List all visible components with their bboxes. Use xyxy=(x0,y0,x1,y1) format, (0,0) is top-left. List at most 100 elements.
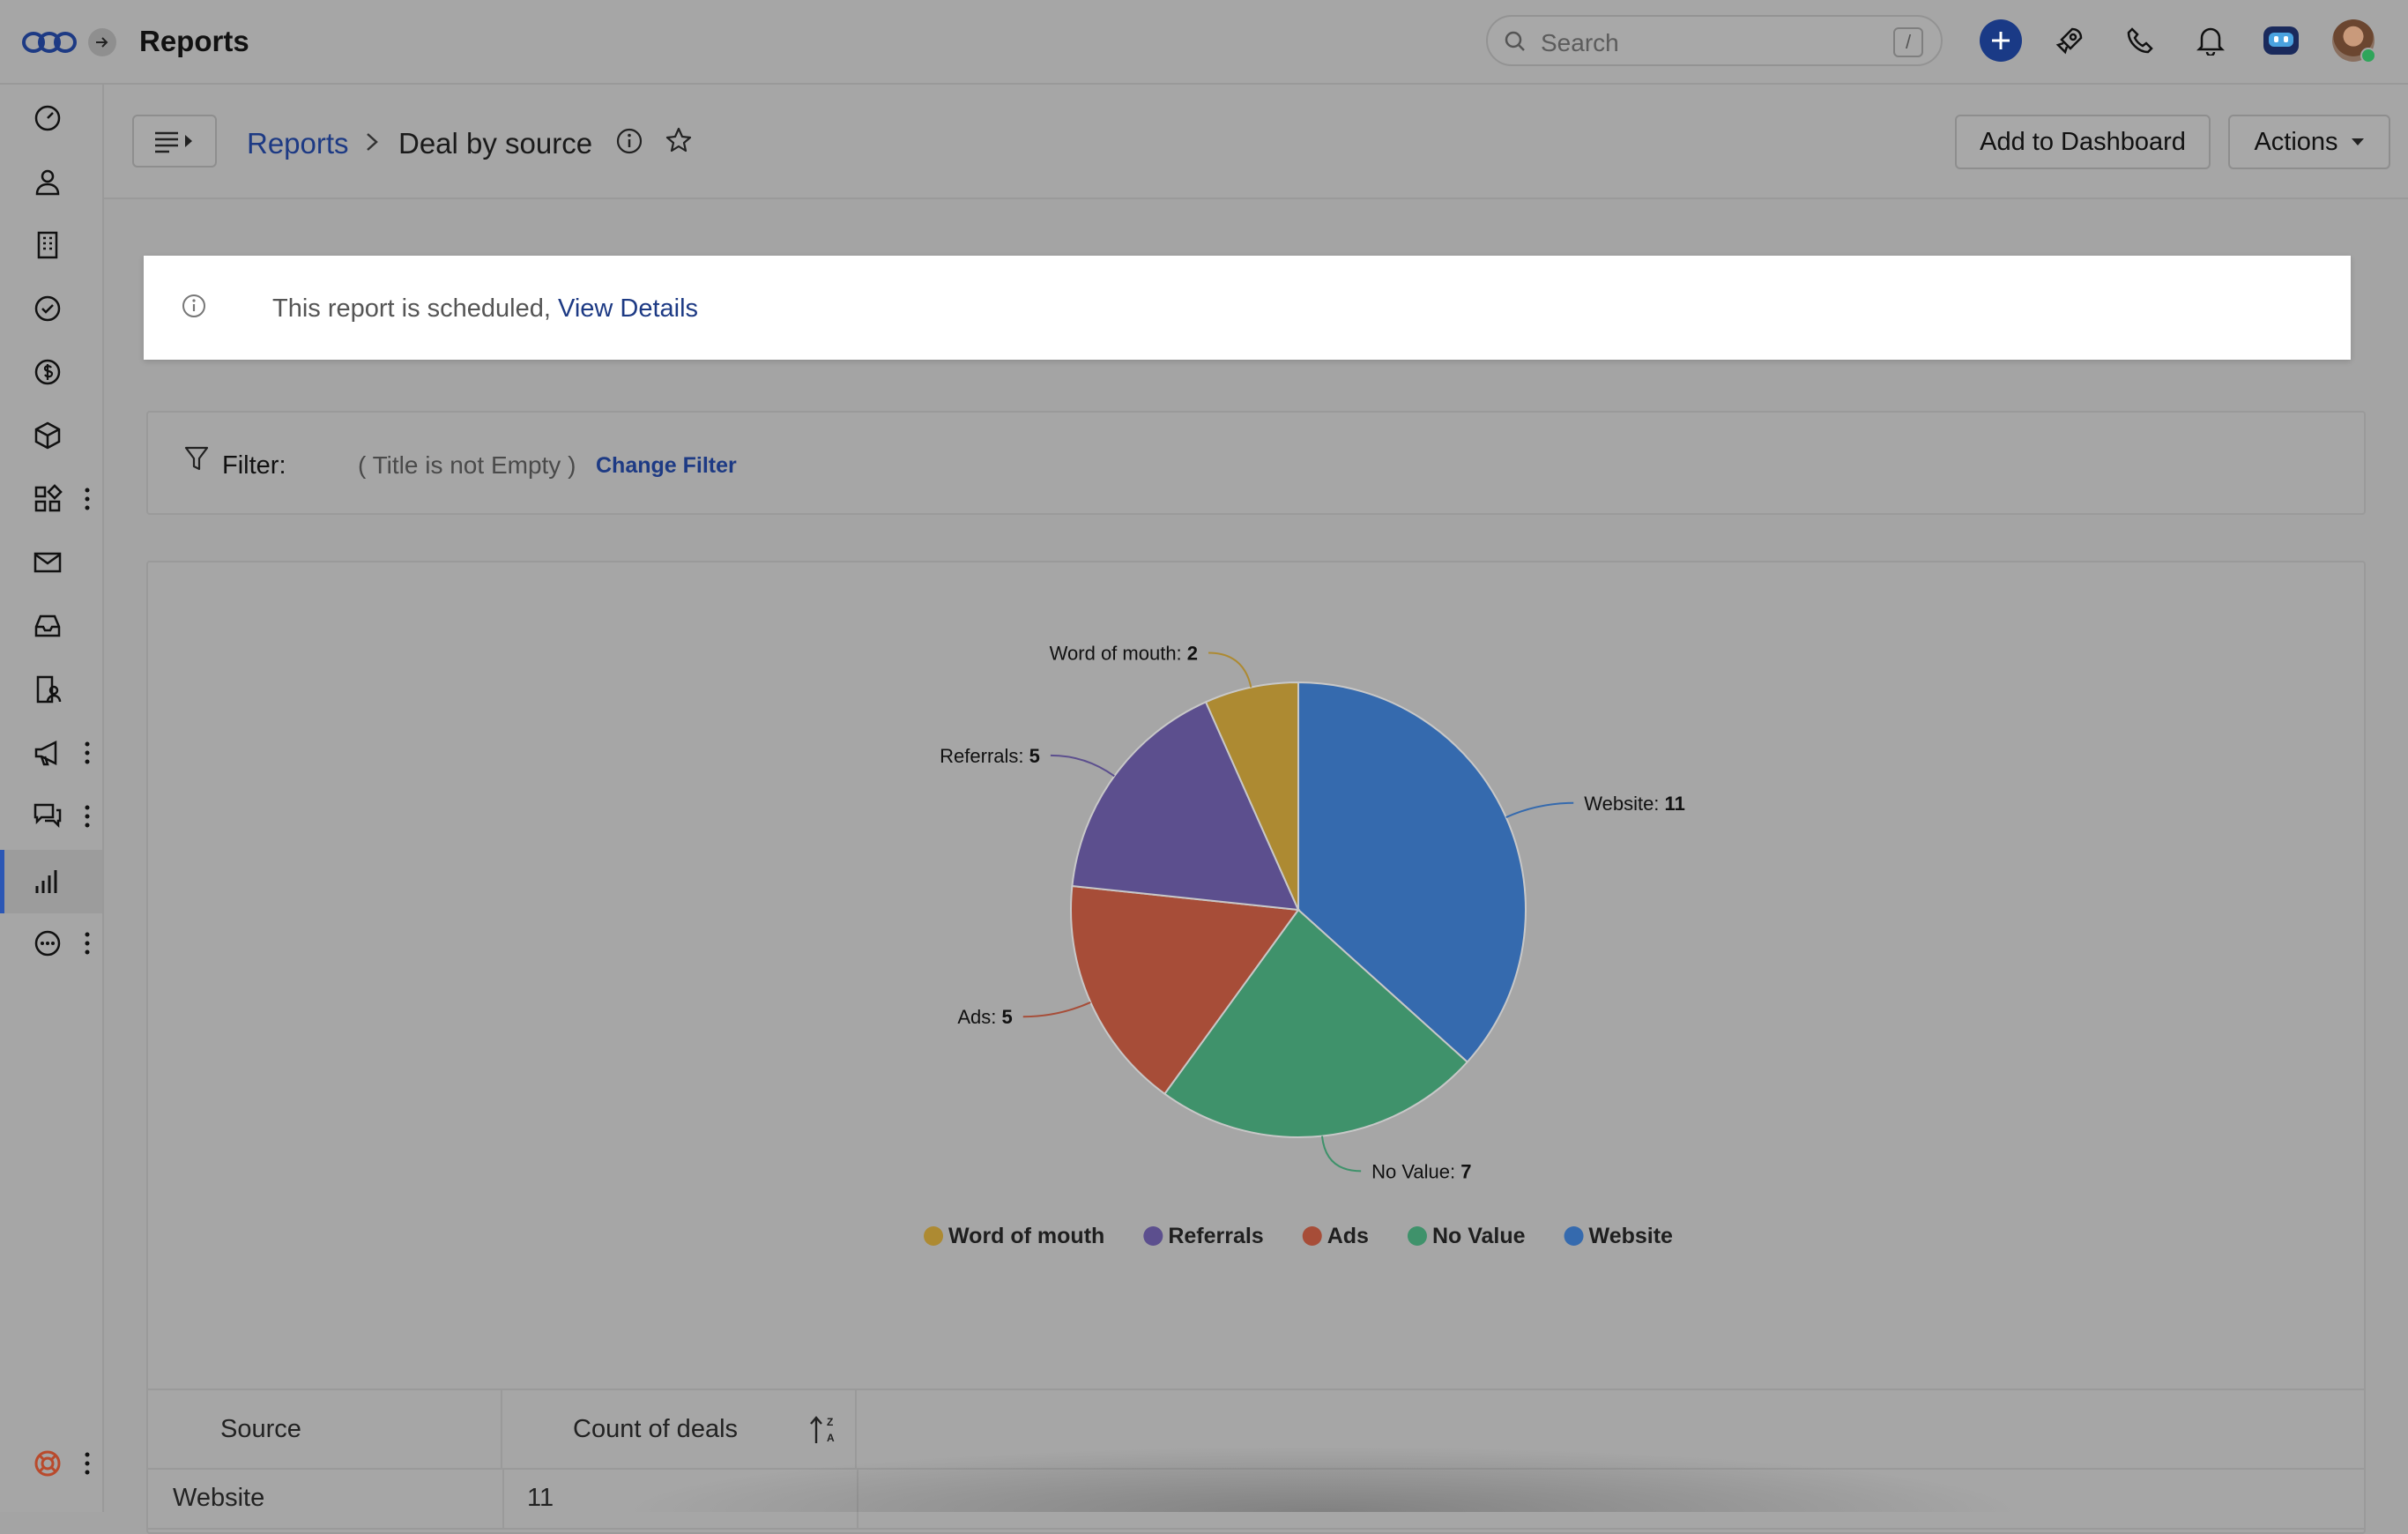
bell-icon xyxy=(2196,27,2225,56)
pie-data-label-value: 11 xyxy=(1665,793,1685,815)
add-to-dashboard-label: Add to Dashboard xyxy=(1980,127,2186,156)
sidebar-item-conversations[interactable] xyxy=(28,797,67,836)
actions-dropdown-button[interactable]: Actions xyxy=(2228,115,2390,169)
sidebar-item-tasks[interactable] xyxy=(28,289,67,328)
sidebar-item-contacts[interactable] xyxy=(28,162,67,201)
svg-text:Z: Z xyxy=(827,1416,833,1428)
breadcrumb-reports-link[interactable]: Reports xyxy=(247,127,349,160)
create-new-button[interactable] xyxy=(1980,19,2022,62)
legend-dot xyxy=(1302,1226,1322,1246)
user-avatar[interactable] xyxy=(2332,19,2376,63)
notifications-button[interactable] xyxy=(2189,19,2232,62)
rocket-button[interactable] xyxy=(2048,19,2091,62)
ai-assistant-button[interactable] xyxy=(2260,19,2302,62)
pie-data-label: Referrals: 5 xyxy=(940,745,1040,767)
sidebar-item-more[interactable] xyxy=(28,924,67,963)
info-icon[interactable] xyxy=(615,127,643,155)
svg-text:A: A xyxy=(827,1432,835,1444)
table-column-divider xyxy=(857,1468,858,1528)
speedometer-icon xyxy=(34,105,61,131)
pie-slice-ads[interactable] xyxy=(1070,884,1300,1096)
sidebar xyxy=(0,85,104,1512)
sidebar-item-documents[interactable] xyxy=(28,670,67,709)
add-to-dashboard-button[interactable]: Add to Dashboard xyxy=(1955,115,2211,169)
pie-data-label-category: No Value: xyxy=(1371,1160,1460,1182)
sidebar-item-products[interactable] xyxy=(28,416,67,455)
collapse-sidebar-button[interactable] xyxy=(88,28,116,56)
legend-label[interactable]: No Value xyxy=(1432,1224,1526,1248)
pie-data-label-value: 5 xyxy=(1002,1006,1013,1028)
search-input[interactable]: Search / xyxy=(1486,15,1943,66)
sidebar-item-deals[interactable] xyxy=(28,353,67,391)
legend-label[interactable]: Word of mouth xyxy=(948,1224,1104,1248)
pie-slice-no-value[interactable] xyxy=(1163,908,1469,1138)
pie-data-label: No Value: 7 xyxy=(1371,1160,1471,1182)
caret-down-icon xyxy=(2351,138,2364,145)
change-filter-link[interactable]: Change Filter xyxy=(596,453,737,478)
table-column-divider xyxy=(502,1468,504,1528)
column-header-count[interactable]: Count of deals Z A xyxy=(502,1390,857,1468)
pie-slice-word-of-mouth[interactable] xyxy=(1204,681,1299,911)
pie-data-label-category: Referrals: xyxy=(940,745,1029,767)
bottom-shadow-overlay xyxy=(617,1446,2027,1512)
schedule-notice-text: This report is scheduled, View Details xyxy=(272,294,698,324)
chart-legend: Word of mouth Referrals Ads No Value Website xyxy=(924,1224,1673,1248)
sidebar-item-campaigns[interactable] xyxy=(28,733,67,772)
sidebar-item-inbox[interactable] xyxy=(28,607,67,645)
pie-data-label-category: Ads: xyxy=(957,1006,1001,1028)
chevron-right-icon xyxy=(367,133,378,151)
filter-condition: ( Title is not Empty ) xyxy=(358,451,576,479)
actions-label: Actions xyxy=(2254,127,2338,156)
pie-data-label-value: 5 xyxy=(1029,745,1040,767)
sort-icon[interactable]: Z A xyxy=(809,1413,839,1445)
report-menu-toggle-button[interactable] xyxy=(132,115,217,168)
rocket-icon xyxy=(2055,27,2083,55)
column-header-source-label: Source xyxy=(220,1415,301,1443)
filter-bar: Filter: ( Title is not Empty ) Change Fi… xyxy=(146,411,2366,515)
mail-icon xyxy=(33,552,62,573)
apps-more-icon[interactable] xyxy=(83,486,92,512)
person-icon xyxy=(35,169,60,196)
view-details-link[interactable]: View Details xyxy=(558,294,699,323)
sidebar-item-reports[interactable] xyxy=(28,862,67,901)
filter-icon xyxy=(184,446,209,471)
pie-slice-website[interactable] xyxy=(1297,681,1527,1064)
star-icon[interactable] xyxy=(665,126,693,154)
legend-label[interactable]: Referrals xyxy=(1168,1224,1263,1248)
sidebar-item-help[interactable] xyxy=(28,1444,67,1483)
page-header: Reports Deal by source Add to Dashboard … xyxy=(104,85,2408,199)
apps-grid-icon xyxy=(34,484,63,512)
help-more-icon[interactable] xyxy=(83,1450,92,1477)
chat-icon xyxy=(33,803,62,829)
pie-data-label: Ads: 5 xyxy=(957,1006,1012,1028)
campaigns-more-icon[interactable] xyxy=(83,740,92,766)
schedule-notice: This report is scheduled, View Details xyxy=(144,256,2351,360)
pie-slice-referrals[interactable] xyxy=(1071,700,1300,912)
pie-leader-line xyxy=(1208,652,1252,688)
legend-dot xyxy=(1564,1226,1584,1246)
more-circle-icon xyxy=(34,930,61,957)
pie-data-label: Website: 11 xyxy=(1584,793,1685,815)
pie-data-label-category: Word of mouth: xyxy=(1050,643,1187,665)
legend-dot xyxy=(924,1226,944,1246)
legend-dot xyxy=(1143,1226,1163,1246)
legend-label[interactable]: Ads xyxy=(1327,1224,1369,1248)
column-header-source[interactable]: Source xyxy=(148,1390,502,1468)
more-menu-icon[interactable] xyxy=(83,930,92,957)
phone-button[interactable] xyxy=(2119,19,2161,62)
sidebar-item-companies[interactable] xyxy=(28,226,67,264)
document-person-icon xyxy=(36,675,62,704)
sidebar-item-dashboard[interactable] xyxy=(28,99,67,138)
bar-chart-icon xyxy=(35,870,57,893)
app-title: Reports xyxy=(139,25,249,57)
conversations-more-icon[interactable] xyxy=(83,803,92,830)
table-header-divider xyxy=(148,1468,2364,1470)
sidebar-item-apps[interactable] xyxy=(28,480,67,518)
search-shortcut-badge: / xyxy=(1893,27,1923,57)
pie-data-label-value: 7 xyxy=(1460,1160,1471,1182)
pie-leader-line xyxy=(1320,1136,1362,1173)
app-logo-icon[interactable] xyxy=(21,26,78,58)
legend-label[interactable]: Website xyxy=(1589,1224,1673,1248)
sidebar-item-email[interactable] xyxy=(28,543,67,582)
search-placeholder: Search xyxy=(1541,29,1619,56)
